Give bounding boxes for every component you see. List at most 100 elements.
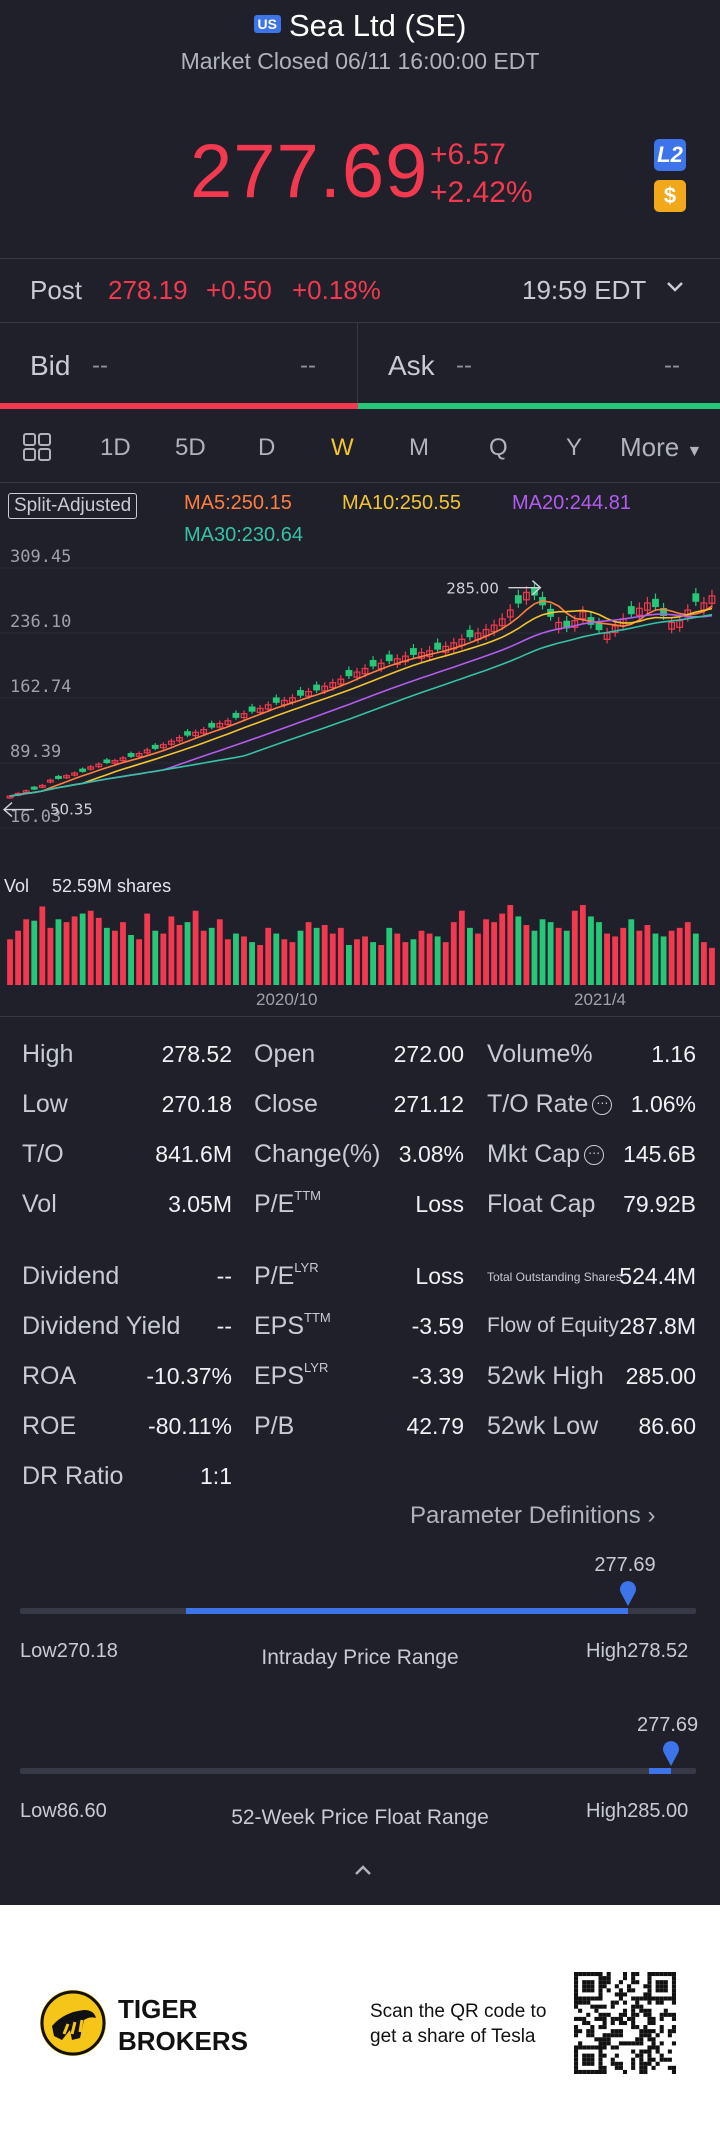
price-change-pct: +2.42% bbox=[430, 176, 533, 209]
qr-code-icon[interactable] bbox=[574, 1972, 676, 2074]
qr-module bbox=[574, 1972, 579, 1977]
qr-module bbox=[602, 2041, 607, 2046]
grid-icon[interactable] bbox=[22, 432, 52, 462]
candle-body bbox=[571, 620, 579, 628]
divider bbox=[0, 1016, 720, 1017]
volume-bar bbox=[200, 930, 207, 985]
qr-module bbox=[631, 2025, 636, 2030]
volume-bar bbox=[660, 936, 667, 985]
qr-module bbox=[602, 2025, 607, 2030]
volume-bar bbox=[434, 936, 441, 985]
divider bbox=[357, 323, 358, 403]
qr-module bbox=[594, 2016, 599, 2021]
chevron-right-icon: › bbox=[647, 1502, 656, 1529]
volume-chart[interactable] bbox=[0, 875, 720, 1015]
level2-icon[interactable]: L2 bbox=[654, 139, 686, 171]
qr-module bbox=[590, 1988, 595, 1993]
qr-module bbox=[635, 2025, 640, 2030]
info-icon[interactable]: ⋯ bbox=[584, 1145, 605, 1166]
dollar-icon[interactable]: $ bbox=[654, 180, 686, 212]
qr-module bbox=[631, 1996, 636, 2001]
volume-bar bbox=[273, 933, 280, 985]
more-label: More bbox=[620, 432, 680, 462]
ask-volume-bar bbox=[358, 403, 720, 409]
qr-module bbox=[667, 2029, 672, 2034]
qr-module bbox=[631, 1988, 636, 1993]
candle bbox=[369, 656, 377, 670]
volume-bar bbox=[604, 933, 610, 985]
candlestick-chart[interactable]: 309.45 236.10 162.74 89.39 16.03 285.00 50.35 bbox=[0, 548, 720, 848]
candle bbox=[55, 774, 62, 780]
qr-module bbox=[610, 2000, 615, 2005]
qr-module bbox=[598, 2049, 603, 2054]
stat-value: -10.37% bbox=[146, 1363, 232, 1389]
qr-module bbox=[618, 1992, 623, 1997]
chevron-down-icon[interactable] bbox=[664, 275, 686, 303]
stat-label: T/O bbox=[22, 1140, 64, 1168]
qr-module bbox=[643, 2061, 648, 2066]
qr-module bbox=[643, 2033, 648, 2038]
split-adjusted-toggle[interactable]: Split-Adjusted bbox=[8, 493, 138, 519]
volume-bar bbox=[450, 922, 457, 985]
qr-module bbox=[622, 2069, 628, 2074]
candle-body bbox=[708, 595, 716, 604]
volume-bar bbox=[144, 913, 151, 985]
candle bbox=[71, 771, 79, 777]
volume-bar bbox=[579, 905, 586, 985]
qr-module bbox=[622, 1972, 628, 1977]
qr-module bbox=[598, 1972, 603, 1977]
ma10-label: MA10:250.55 bbox=[342, 492, 461, 514]
qr-module bbox=[667, 2057, 672, 2062]
qr-module bbox=[594, 1996, 599, 2001]
candle-body bbox=[490, 624, 498, 633]
candle-body bbox=[38, 784, 46, 788]
stat-label: Flow of Equity bbox=[487, 1314, 619, 1337]
stat-label: Mkt Cap ⋯ bbox=[487, 1140, 605, 1169]
qr-module bbox=[574, 2057, 579, 2062]
volume-bar bbox=[176, 925, 183, 985]
volume-value: 52.59M shares bbox=[52, 876, 172, 896]
qr-module bbox=[606, 1980, 611, 1985]
candle bbox=[313, 681, 321, 693]
info-icon[interactable]: ⋯ bbox=[592, 1095, 613, 1116]
tab-q[interactable]: Q bbox=[489, 434, 508, 461]
stat-value: 272.00 bbox=[393, 1041, 464, 1067]
qr-module bbox=[598, 2061, 603, 2066]
tab-d[interactable]: D bbox=[258, 434, 276, 461]
tab-5d[interactable]: 5D bbox=[175, 434, 206, 461]
candle bbox=[46, 778, 54, 784]
qr-module bbox=[614, 2061, 619, 2066]
collapse-icon[interactable] bbox=[352, 1858, 374, 1884]
candle bbox=[264, 701, 272, 712]
stat-value: -80.11% bbox=[148, 1413, 232, 1439]
candle bbox=[410, 644, 417, 659]
qr-module bbox=[574, 2065, 579, 2070]
tab-m[interactable]: M bbox=[409, 434, 429, 461]
candle-body bbox=[103, 759, 111, 764]
candle-body bbox=[345, 670, 353, 677]
qr-module bbox=[598, 1976, 603, 1981]
volume-bar bbox=[692, 933, 699, 985]
parameter-definitions-link[interactable]: Parameter Definitions › bbox=[410, 1502, 655, 1530]
candle-body bbox=[127, 753, 135, 757]
stat-label: T/O Rate ⋯ bbox=[487, 1090, 613, 1119]
qr-module bbox=[651, 2041, 656, 2046]
qr-module bbox=[586, 2069, 591, 2074]
tab-more[interactable]: More ▼ bbox=[620, 432, 702, 463]
qr-module bbox=[602, 1976, 607, 1981]
qr-module bbox=[606, 1976, 611, 1981]
stat-label: Vol bbox=[22, 1190, 57, 1218]
candle-body bbox=[264, 704, 272, 710]
stat-value: 79.92B bbox=[623, 1191, 696, 1217]
qr-module bbox=[618, 1980, 623, 1985]
qr-module bbox=[643, 2049, 648, 2054]
tab-w[interactable]: W bbox=[331, 434, 354, 461]
qr-module bbox=[671, 1984, 676, 1989]
candle bbox=[248, 703, 256, 714]
qr-module bbox=[671, 2012, 676, 2017]
qr-module bbox=[651, 1972, 656, 1977]
qr-module bbox=[651, 1996, 656, 2001]
tab-1d[interactable]: 1D bbox=[100, 434, 131, 461]
tab-y[interactable]: Y bbox=[566, 434, 583, 461]
stat-value: 86.60 bbox=[638, 1413, 696, 1439]
